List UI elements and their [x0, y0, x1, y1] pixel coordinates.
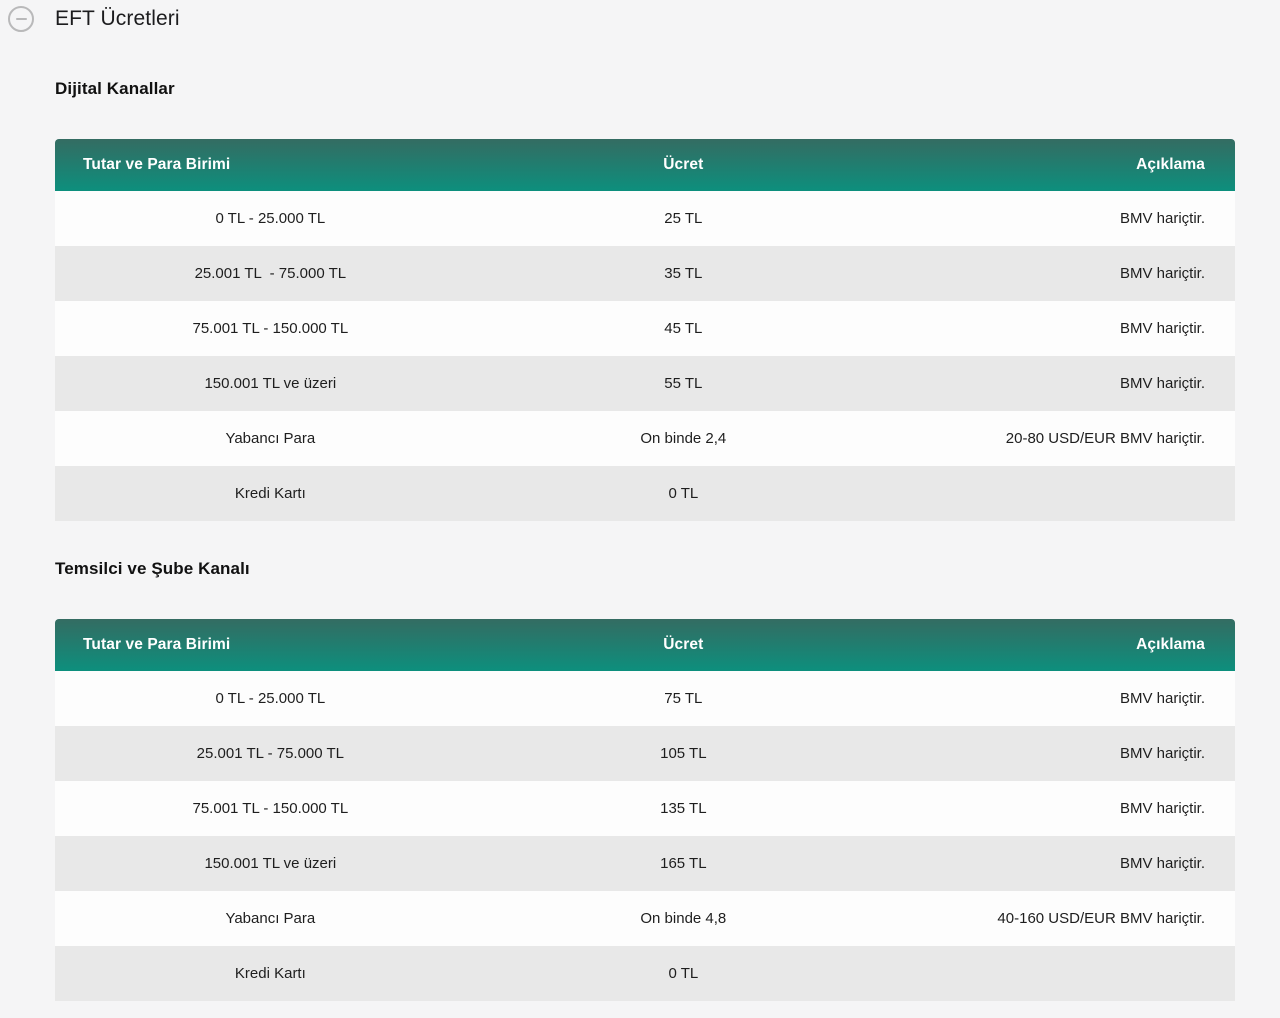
- page-title: EFT Ücretleri: [55, 7, 180, 30]
- table-cell: BMV hariçtir.: [1119, 375, 1205, 392]
- table-cell: 25.001 TL - 75.000 TL: [194, 265, 347, 282]
- table-cell: BMV hariçtir.: [1119, 745, 1205, 762]
- table-cell: 0 TL - 25.000 TL: [215, 690, 326, 707]
- table-cell: 0 TL: [668, 485, 699, 502]
- accordion-header-eft[interactable]: EFT Ücretleri: [0, 0, 1280, 32]
- table-row: Kredi Kartı 0 TL: [55, 466, 1235, 521]
- table-row: 25.001 TL - 75.000 TL 35 TL BMV hariçtir.: [55, 246, 1235, 301]
- table-row: 150.001 TL ve üzeri 165 TL BMV hariçtir.: [55, 836, 1235, 891]
- table-cell: 75.001 TL - 150.000 TL: [192, 320, 349, 337]
- table-cell: On binde 2,4: [640, 430, 727, 447]
- table-row: 25.001 TL - 75.000 TL 105 TL BMV hariçtir.: [55, 726, 1235, 781]
- table-cell: 150.001 TL ve üzeri: [204, 855, 337, 872]
- table-cell: Kredi Kartı: [234, 965, 306, 982]
- section-temsilci-sube-kanali: Temsilci ve Şube Kanalı Tutar ve Para Bi…: [55, 559, 1235, 1001]
- minus-bar: [15, 18, 27, 20]
- column-header: Ücret: [485, 139, 881, 191]
- table-cell: [881, 946, 1235, 1001]
- table-cell: 105 TL: [660, 745, 707, 762]
- column-header: Açıklama: [880, 139, 1235, 191]
- column-header: Tutar ve Para Birimi: [55, 619, 486, 671]
- table-cell: 75.001 TL - 150.000 TL: [192, 800, 349, 817]
- table-cell: BMV hariçtir.: [1119, 320, 1205, 337]
- table-cell: 135 TL: [660, 800, 707, 817]
- column-header: Açıklama: [880, 619, 1235, 671]
- table-cell: 35 TL: [664, 265, 703, 282]
- table-cell: Yabancı Para: [225, 910, 316, 927]
- table-cell: Yabancı Para: [225, 430, 316, 447]
- table-cell: BMV hariçtir.: [1119, 800, 1205, 817]
- table-cell: BMV hariçtir.: [1119, 210, 1205, 227]
- table-header-row: Tutar ve Para Birimi Ücret Açıklama: [55, 139, 1235, 191]
- table-cell: 25.001 TL - 75.000 TL: [196, 745, 345, 762]
- table-cell: 0 TL: [668, 965, 699, 982]
- collapse-minus-icon[interactable]: [8, 6, 34, 32]
- table-cell: 0 TL - 25.000 TL: [215, 210, 326, 227]
- table-cell: 40-160 USD/EUR BMV hariçtir.: [997, 910, 1205, 927]
- section-dijital-kanallar: Dijital Kanallar Tutar ve Para Birimi Ücr…: [55, 79, 1235, 521]
- accordion-content: Dijital Kanallar Tutar ve Para Birimi Ücr…: [0, 79, 1280, 1001]
- table-cell: BMV hariçtir.: [1119, 690, 1205, 707]
- table-cell: [881, 466, 1235, 521]
- fees-table-temsilci-sube-kanali: Tutar ve Para Birimi Ücret Açıklama 0 TL - …: [55, 619, 1235, 1001]
- table-cell: On binde 4,8: [640, 910, 727, 927]
- table-row: 75.001 TL - 150.000 TL 45 TL BMV hariçtir.: [55, 301, 1235, 356]
- table-cell: 25 TL: [664, 210, 703, 227]
- fees-table-dijital-kanallar: Tutar ve Para Birimi Ücret Açıklama 0 TL - …: [55, 139, 1235, 521]
- column-header: Ücret: [485, 619, 881, 671]
- table-cell: BMV hariçtir.: [1119, 265, 1205, 282]
- column-header: Tutar ve Para Birimi: [55, 139, 486, 191]
- table-header-row: Tutar ve Para Birimi Ücret Açıklama: [55, 619, 1235, 671]
- table-cell: Kredi Kartı: [234, 485, 306, 502]
- table-row: 0 TL - 25.000 TL 25 TL BMV hariçtir.: [55, 191, 1235, 246]
- table-cell: 150.001 TL ve üzeri: [204, 375, 337, 392]
- table-row: 150.001 TL ve üzeri 55 TL BMV hariçtir.: [55, 356, 1235, 411]
- table-row: 0 TL - 25.000 TL 75 TL BMV hariçtir.: [55, 671, 1235, 726]
- section-title-temsilci-sube-kanali: Temsilci ve Şube Kanalı: [55, 559, 250, 578]
- table-cell: 75 TL: [664, 690, 703, 707]
- table-cell: BMV hariçtir.: [1119, 855, 1205, 872]
- table-row: Yabancı Para On binde 2,4 20-80 USD/EUR BM…: [55, 411, 1235, 466]
- table-cell: 55 TL: [664, 375, 703, 392]
- table-row: Kredi Kartı 0 TL: [55, 946, 1235, 1001]
- table-row: Yabancı Para On binde 4,8 40-160 USD/EUR B…: [55, 891, 1235, 946]
- table-cell: 20-80 USD/EUR BMV hariçtir.: [1005, 430, 1205, 447]
- table-cell: 165 TL: [660, 855, 707, 872]
- table-cell: 45 TL: [664, 320, 703, 337]
- section-title-dijital-kanallar: Dijital Kanallar: [55, 79, 175, 98]
- table-row: 75.001 TL - 150.000 TL 135 TL BMV hariçtir…: [55, 781, 1235, 836]
